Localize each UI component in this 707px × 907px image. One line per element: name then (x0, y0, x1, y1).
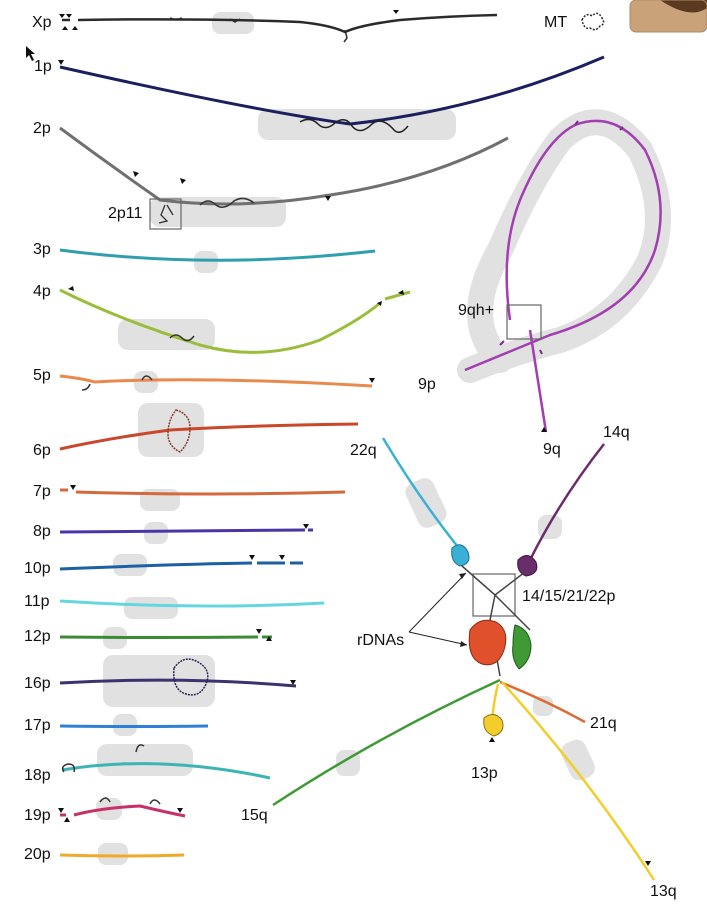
chr9-loop: 9qh+ 9p 9q (418, 109, 671, 458)
label-rdnas: rDNAs (357, 632, 404, 649)
label-13p: 13p (471, 765, 498, 782)
chr-2p: 2p 2p11 (33, 120, 509, 230)
chr-18p: 18p (24, 744, 271, 784)
label-12p: 12p (24, 628, 51, 645)
label-2p11: 2p11 (108, 205, 143, 222)
mouse-cursor-icon (26, 46, 35, 61)
label-7p: 7p (33, 483, 51, 500)
chr-4p: 4p (33, 283, 411, 354)
label-17p: 17p (24, 717, 51, 734)
chr-5p: 5p (33, 367, 375, 393)
label-9qh: 9qh+ (458, 302, 494, 319)
label-10p: 10p (24, 560, 51, 577)
label-3p: 3p (33, 241, 51, 258)
label-11p: 11p (24, 593, 50, 610)
label-9q: 9q (543, 441, 561, 458)
chr-1p: 1p (34, 55, 605, 140)
label-18p: 18p (24, 767, 51, 784)
label-16p: 16p (24, 675, 51, 692)
label-5p: 5p (33, 367, 51, 384)
label-22q: 22q (350, 442, 377, 459)
label-1p: 1p (34, 58, 52, 75)
chr-mt: MT (544, 12, 605, 31)
label-15q: 15q (241, 807, 268, 824)
label-20p: 20p (24, 846, 51, 863)
chr-3p: 3p (33, 241, 376, 273)
chr-20p: 20p (24, 843, 185, 865)
chr-xp: Xp (32, 10, 498, 43)
chr-10p: 10p (24, 554, 303, 577)
label-8p: 8p (33, 523, 51, 540)
label-acrocentric: 14/15/21/22p (522, 588, 616, 605)
label-14q: 14q (603, 424, 630, 441)
chr-12p: 12p (24, 627, 272, 649)
label-xp: Xp (32, 14, 52, 31)
chr-8p: 8p (33, 522, 313, 544)
label-mt: MT (544, 14, 567, 31)
label-9p: 9p (418, 376, 436, 393)
chr-17p: 17p (24, 714, 209, 736)
label-19p: 19p (24, 807, 51, 824)
chr-7p: 7p (33, 483, 346, 511)
chr-19p: 19p (24, 797, 186, 824)
label-13q: 13q (650, 883, 677, 900)
label-2p: 2p (33, 120, 51, 137)
label-4p: 4p (33, 283, 51, 300)
chr-11p: 11p (24, 593, 325, 619)
acrocentric-cluster: 22q 14q 14/15/21/22p rDNAs 15q 21q 13p 1… (241, 424, 677, 900)
speaker-photo-corner (629, 0, 707, 33)
chr-6p: 6p (33, 403, 359, 459)
label-21q: 21q (590, 715, 617, 732)
label-6p: 6p (33, 442, 51, 459)
chr-16p: 16p (24, 655, 297, 707)
